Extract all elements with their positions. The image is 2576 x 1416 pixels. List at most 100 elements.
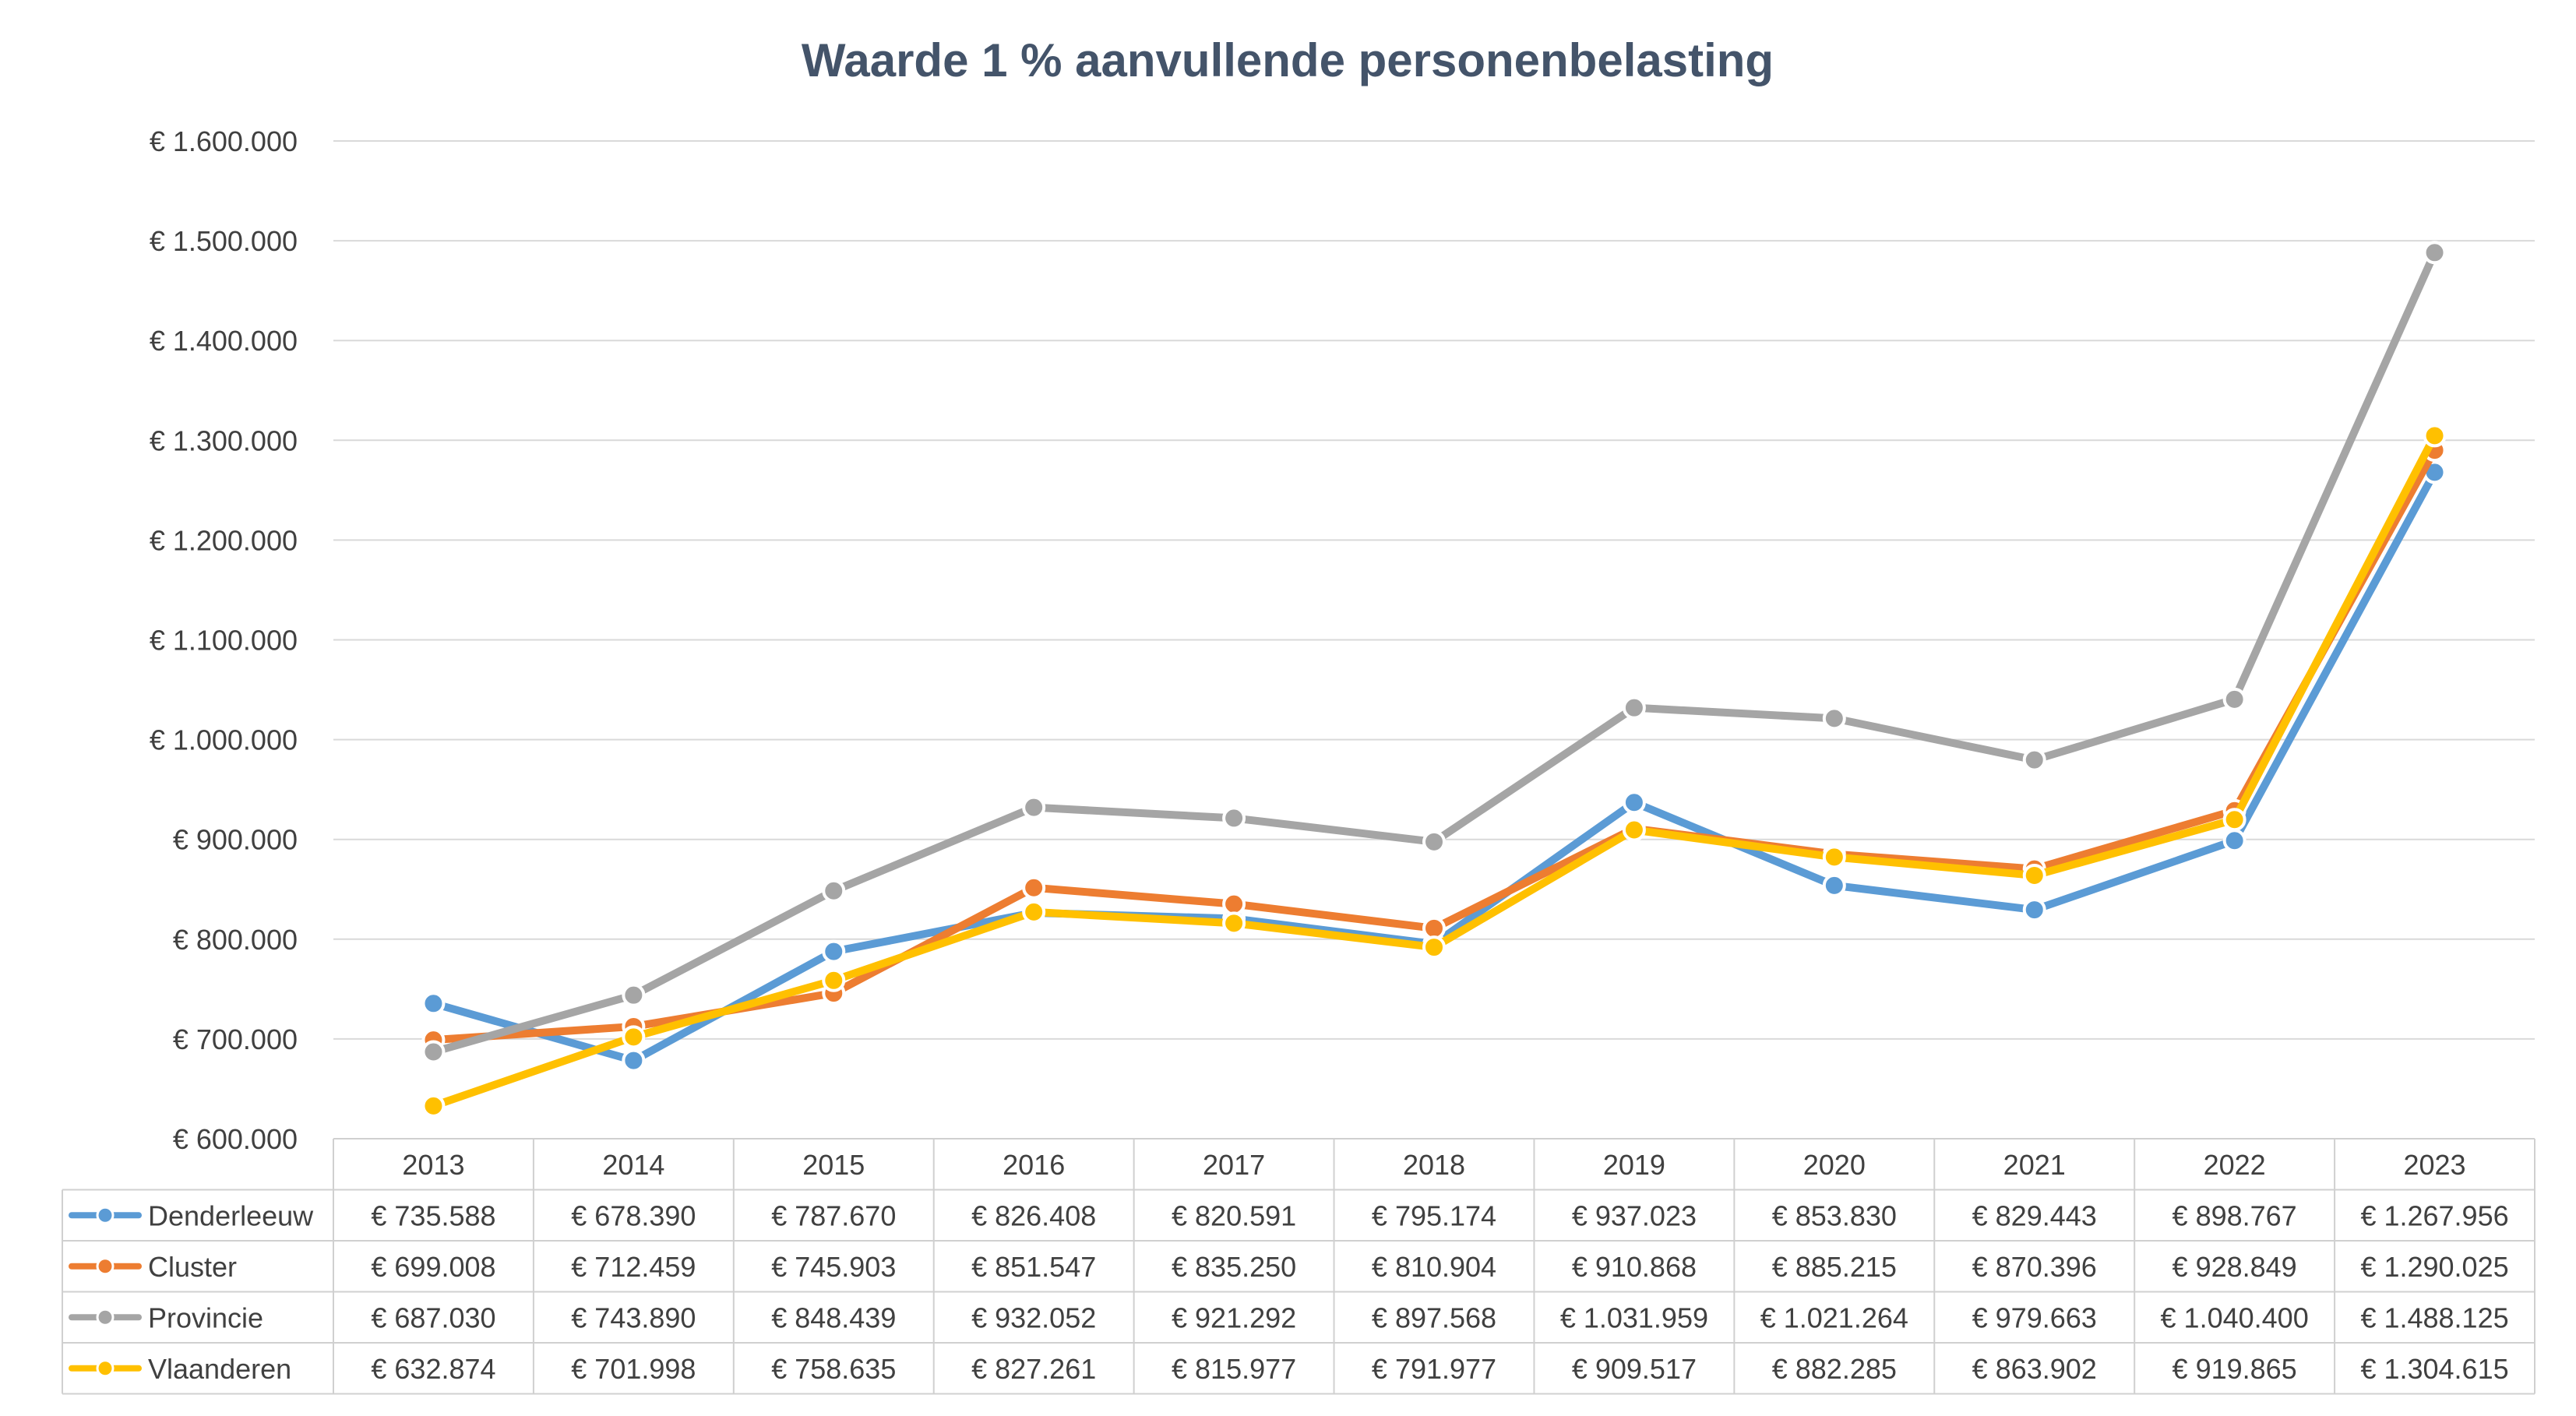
data-point (1022, 795, 1046, 819)
data-table-cell: € 1.304.615 (2360, 1353, 2508, 1385)
data-table-cell: € 827.261 (971, 1353, 1096, 1385)
data-table-cell: € 937.023 (1572, 1199, 1697, 1231)
data-point (421, 1094, 446, 1118)
legend-label: Vlaanderen (148, 1353, 291, 1385)
y-tick-label: € 1.200.000 (150, 524, 298, 556)
data-table-cell: € 919.865 (2173, 1353, 2297, 1385)
data-table-cell: € 795.174 (1372, 1199, 1496, 1231)
y-tick-label: € 700.000 (173, 1023, 298, 1055)
data-table-cell: € 735.588 (371, 1199, 495, 1231)
data-table-cell: € 678.390 (571, 1199, 696, 1231)
data-point (1622, 791, 1646, 815)
data-point (822, 939, 846, 963)
data-table-cell: € 758.635 (771, 1353, 896, 1385)
data-table: 2013 2014 2015 2016 2017 2018 2019 2020 2021 2022… (62, 1138, 2535, 1395)
legend-key-marker (96, 1308, 115, 1326)
data-point (822, 968, 846, 992)
y-tick-label: € 1.400.000 (150, 325, 298, 357)
legend-label: Denderleeuw (148, 1199, 314, 1231)
data-table-cell: € 791.977 (1372, 1353, 1496, 1385)
y-tick-label: € 1.500.000 (150, 225, 298, 257)
y-tick-label: € 1.300.000 (150, 424, 298, 456)
x-tick-label: 2017 (1203, 1149, 1265, 1181)
x-tick-label: 2022 (2204, 1149, 2266, 1181)
y-tick-label: € 1.600.000 (150, 125, 298, 157)
data-table-cell: € 882.285 (1772, 1353, 1897, 1385)
data-point (2423, 241, 2447, 265)
data-point (1822, 706, 1846, 731)
data-table-cell: € 787.670 (771, 1199, 896, 1231)
data-table-cell: € 1.040.400 (2161, 1302, 2309, 1333)
data-table-cell: € 870.396 (1972, 1251, 2097, 1283)
data-table-cell: € 910.868 (1572, 1251, 1697, 1283)
data-point (1222, 911, 1246, 935)
y-tick-label: € 900.000 (173, 824, 298, 856)
data-point (2222, 687, 2247, 711)
data-point (622, 1025, 646, 1049)
y-tick-label: € 800.000 (173, 924, 298, 956)
data-point (1022, 875, 1046, 900)
data-point (1422, 935, 1446, 960)
data-table-cell: € 848.439 (771, 1302, 896, 1333)
data-point (2022, 748, 2046, 772)
legend-label: Cluster (148, 1251, 237, 1283)
data-point (622, 983, 646, 1007)
data-point (1222, 892, 1246, 916)
legend-key-marker (96, 1257, 115, 1276)
y-tick-label: € 600.000 (173, 1123, 298, 1155)
legend-key-marker (96, 1359, 115, 1378)
data-table-cell: € 829.443 (1972, 1199, 2097, 1231)
data-table-cell: € 1.031.959 (1560, 1302, 1708, 1333)
data-point (1622, 818, 1646, 842)
data-point (1222, 806, 1246, 830)
data-point (1622, 696, 1646, 720)
series-vlaanderen (421, 424, 2447, 1118)
data-table-cell: € 699.008 (371, 1251, 495, 1283)
data-point (2222, 808, 2247, 832)
data-table-cell: € 687.030 (371, 1302, 495, 1333)
data-table-cell: € 632.874 (371, 1353, 495, 1385)
data-table-cell: € 1.267.956 (2360, 1199, 2508, 1231)
data-table-cell: € 1.488.125 (2360, 1302, 2508, 1333)
data-table-cell: € 921.292 (1172, 1302, 1296, 1333)
data-table-cell: € 743.890 (571, 1302, 696, 1333)
data-table-cell: € 863.902 (1972, 1353, 2097, 1385)
x-tick-label: 2023 (2403, 1149, 2465, 1181)
y-tick-label: € 1.100.000 (150, 625, 298, 657)
x-tick-label: 2021 (2003, 1149, 2066, 1181)
data-table-cell: € 826.408 (971, 1199, 1096, 1231)
data-point (1422, 916, 1446, 940)
data-point (421, 1040, 446, 1064)
data-table-cell: € 909.517 (1572, 1353, 1697, 1385)
data-table-cell: € 885.215 (1772, 1251, 1897, 1283)
series-provincie (421, 241, 2447, 1064)
data-table-cell: € 820.591 (1172, 1199, 1296, 1231)
data-table-cell: € 898.767 (2173, 1199, 2297, 1231)
x-tick-label: 2013 (402, 1149, 464, 1181)
data-point (421, 992, 446, 1016)
data-table-cell: € 712.459 (571, 1251, 696, 1283)
x-tick-label: 2014 (602, 1149, 664, 1181)
data-table-cell: € 932.052 (971, 1302, 1096, 1333)
x-tick-label: 2018 (1403, 1149, 1465, 1181)
series-lines (421, 241, 2447, 1118)
data-point (1022, 900, 1046, 924)
data-table-cell: € 815.977 (1172, 1353, 1296, 1385)
data-table-cell: € 835.250 (1172, 1251, 1296, 1283)
data-table-cell: € 928.849 (2173, 1251, 2297, 1283)
data-table-cell: € 897.568 (1372, 1302, 1496, 1333)
x-tick-label: 2016 (1003, 1149, 1065, 1181)
y-tick-label: € 1.000.000 (150, 724, 298, 756)
data-table-cell: € 979.663 (1972, 1302, 2097, 1333)
x-tick-label: 2020 (1803, 1149, 1866, 1181)
data-point (1822, 873, 1846, 897)
data-point (2022, 863, 2046, 887)
data-table-cell: € 1.021.264 (1760, 1302, 1908, 1333)
data-point (2423, 424, 2447, 448)
x-tick-label: 2015 (802, 1149, 865, 1181)
data-table-cell: € 1.290.025 (2360, 1251, 2508, 1283)
y-axis: € 600.000 € 700.000 € 800.000 € 900.000 € 1.… (150, 125, 298, 1155)
data-point (1822, 845, 1846, 869)
